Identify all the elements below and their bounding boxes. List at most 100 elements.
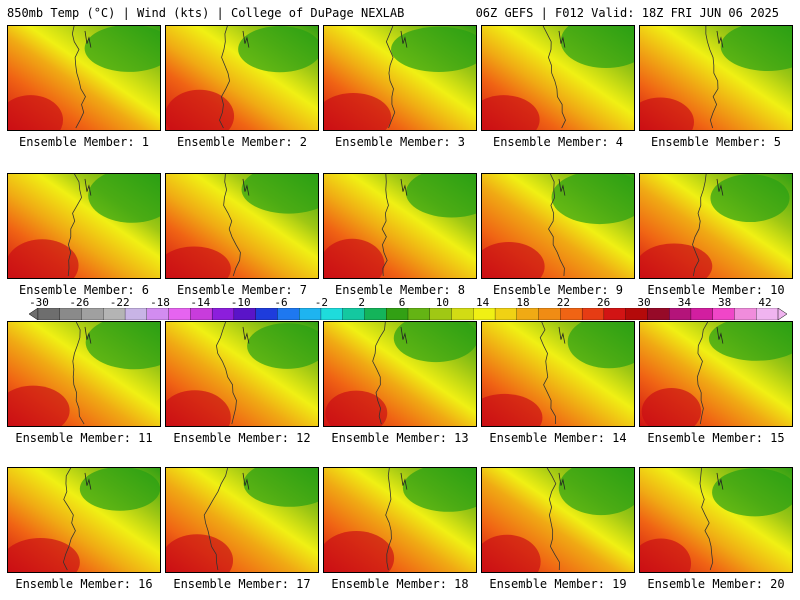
cold-pocket xyxy=(88,174,160,223)
colorbar-low-arrow xyxy=(29,308,39,320)
lake-outline xyxy=(242,472,250,490)
colorbar-swatch xyxy=(603,308,627,320)
warm-core xyxy=(482,95,540,130)
ensemble-map-panel xyxy=(481,25,635,131)
coastline-contour xyxy=(203,468,228,571)
colorbar-swatch xyxy=(37,308,61,320)
colorbar-swatch xyxy=(386,308,409,320)
warm-core xyxy=(641,388,702,426)
cold-pocket xyxy=(85,322,160,370)
lake-outline xyxy=(242,30,250,48)
lake-outline xyxy=(84,178,92,196)
colorbar-tick-label: 10 xyxy=(435,296,449,309)
coastline-contour xyxy=(385,468,392,571)
colorbar-tick-label: 22 xyxy=(556,296,570,309)
cold-pocket xyxy=(720,26,792,72)
lake-outline xyxy=(400,178,408,196)
colorbar-tick-label: -2 xyxy=(314,296,328,309)
ensemble-map-panel xyxy=(165,25,319,131)
colorbar-tick-label: 26 xyxy=(597,296,611,309)
warm-core xyxy=(166,89,235,130)
colorbar-swatch xyxy=(429,308,452,320)
cold-pocket xyxy=(560,26,634,69)
warm-core xyxy=(8,239,79,278)
colorbar-swatch xyxy=(190,308,213,320)
coastline-contour xyxy=(372,322,386,425)
lake-outline xyxy=(242,326,250,344)
lake-outline xyxy=(84,30,92,48)
colorbar-tick-label: 42 xyxy=(758,296,772,309)
colorbar-swatch xyxy=(81,308,104,320)
cold-pocket xyxy=(391,26,476,72)
colorbar-swatch xyxy=(342,308,365,320)
coastline-contour xyxy=(548,174,565,277)
coastline-contour xyxy=(696,322,709,425)
ensemble-map-panel xyxy=(639,173,793,279)
warm-core xyxy=(482,242,545,278)
colorbar-tick-label: -30 xyxy=(29,296,49,309)
colorbar-tick-label: -22 xyxy=(109,296,130,309)
warm-core xyxy=(8,537,80,572)
ensemble-member-label: Ensemble Member: 10 xyxy=(647,283,785,297)
cold-pocket xyxy=(243,468,318,507)
ensemble-map-panel xyxy=(323,321,477,427)
cold-pocket xyxy=(79,468,160,511)
colorbar-swatch xyxy=(647,308,670,320)
colorbar-tick-label: 6 xyxy=(398,296,406,309)
temperature-colorbar xyxy=(29,308,787,320)
ensemble-member-label: Ensemble Member: 12 xyxy=(173,431,311,445)
cold-pocket xyxy=(558,468,634,516)
ensemble-member-label: Ensemble Member: 15 xyxy=(647,431,785,445)
ensemble-map-panel xyxy=(639,25,793,131)
lake-outline xyxy=(716,472,724,490)
ensemble-map-panel xyxy=(639,321,793,427)
coastline-contour xyxy=(699,468,714,571)
colorbar-tick-label: -14 xyxy=(190,296,211,309)
cold-pocket xyxy=(393,322,476,363)
colorbar-swatch xyxy=(669,308,692,320)
run-valid-time: 06Z GEFS | F012 Valid: 18Z FRI JUN 06 20… xyxy=(475,6,779,20)
warm-core xyxy=(324,531,395,572)
ensemble-map-panel xyxy=(7,321,161,427)
warm-core xyxy=(640,538,692,572)
coastline-contour xyxy=(67,174,82,277)
colorbar-swatch xyxy=(494,308,518,320)
colorbar-tick-label: 2 xyxy=(358,296,365,309)
ensemble-map-panel xyxy=(481,467,635,573)
ensemble-map-panel xyxy=(481,321,635,427)
ensemble-member-label: Ensemble Member: 9 xyxy=(492,283,624,297)
cold-pocket xyxy=(710,174,790,223)
ensemble-map-panel xyxy=(165,321,319,427)
cold-pocket xyxy=(567,322,634,369)
lake-outline xyxy=(558,30,566,48)
coastline-contour xyxy=(542,26,566,129)
coastline-contour xyxy=(71,26,86,129)
ensemble-map-panel xyxy=(481,173,635,279)
ensemble-member-label: Ensemble Member: 13 xyxy=(331,431,469,445)
coastline-contour xyxy=(219,26,230,129)
colorbar-swatch xyxy=(734,308,757,320)
ensemble-member-label: Ensemble Member: 11 xyxy=(15,431,153,445)
colorbar-swatch xyxy=(299,308,322,320)
lake-outline xyxy=(400,326,408,344)
ensemble-member-label: Ensemble Member: 17 xyxy=(173,577,311,591)
colorbar-swatch xyxy=(168,308,191,320)
colorbar-swatch xyxy=(103,308,126,320)
cold-pocket xyxy=(84,26,160,72)
lake-outline xyxy=(716,326,724,344)
ensemble-map-panel xyxy=(7,173,161,279)
ensemble-map-panel xyxy=(639,467,793,573)
colorbar-swatch xyxy=(255,308,278,320)
ensemble-map-panel xyxy=(323,173,477,279)
colorbar-tick-label: -26 xyxy=(69,296,90,309)
ensemble-member-label: Ensemble Member: 7 xyxy=(176,283,308,297)
coastline-contour xyxy=(72,322,85,425)
lake-outline xyxy=(558,472,566,490)
lake-outline xyxy=(242,178,250,196)
cold-pocket xyxy=(405,174,476,218)
ensemble-map-panel xyxy=(7,467,161,573)
warm-core xyxy=(325,390,388,426)
colorbar-swatch xyxy=(364,308,387,320)
warm-core xyxy=(640,97,694,130)
colorbar-swatch xyxy=(560,308,583,320)
